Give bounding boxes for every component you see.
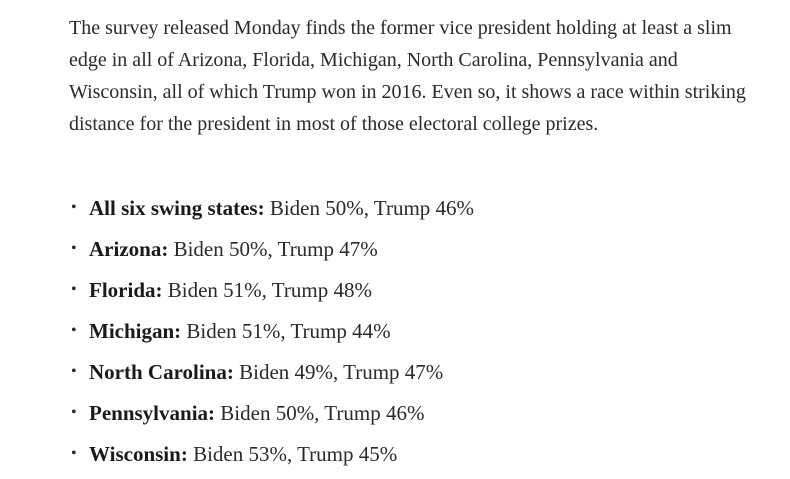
list-item: • Arizona: Biden 50%, Trump 47% bbox=[69, 233, 769, 274]
poll-value: Biden 50%, Trump 47% bbox=[168, 237, 378, 261]
state-label: All six swing states: bbox=[89, 196, 265, 220]
state-label: Arizona: bbox=[89, 237, 169, 261]
list-item: • Michigan: Biden 51%, Trump 44% bbox=[69, 315, 769, 356]
bullet-icon: • bbox=[71, 281, 77, 298]
list-item: • North Carolina: Biden 49%, Trump 47% bbox=[69, 356, 769, 397]
list-item: • Florida: Biden 51%, Trump 48% bbox=[69, 274, 769, 315]
bullet-icon: • bbox=[71, 445, 77, 462]
poll-results-list: • All six swing states: Biden 50%, Trump… bbox=[69, 192, 769, 479]
bullet-icon: • bbox=[71, 404, 77, 421]
list-item: • Wisconsin: Biden 53%, Trump 45% bbox=[69, 438, 769, 479]
poll-value: Biden 51%, Trump 48% bbox=[162, 278, 372, 302]
article-paragraph: The survey released Monday finds the for… bbox=[69, 17, 746, 135]
bullet-icon: • bbox=[71, 363, 77, 380]
poll-value: Biden 49%, Trump 47% bbox=[233, 360, 444, 384]
list-item: • All six swing states: Biden 50%, Trump… bbox=[69, 192, 769, 233]
article-body: The survey released Monday finds the for… bbox=[69, 12, 769, 140]
state-label: North Carolina: bbox=[89, 360, 234, 384]
state-label: Michigan: bbox=[89, 319, 182, 343]
poll-value: Biden 50%, Trump 46% bbox=[215, 401, 425, 425]
bullet-icon: • bbox=[71, 199, 77, 216]
poll-value: Biden 50%, Trump 46% bbox=[264, 196, 475, 220]
bullet-icon: • bbox=[71, 240, 77, 257]
poll-value: Biden 53%, Trump 45% bbox=[187, 442, 398, 466]
state-label: Florida: bbox=[89, 278, 163, 302]
bullet-icon: • bbox=[71, 322, 77, 339]
list-item: • Pennsylvania: Biden 50%, Trump 46% bbox=[69, 397, 769, 438]
state-label: Wisconsin: bbox=[89, 442, 188, 466]
state-label: Pennsylvania: bbox=[89, 401, 216, 425]
poll-value: Biden 51%, Trump 44% bbox=[181, 319, 391, 343]
